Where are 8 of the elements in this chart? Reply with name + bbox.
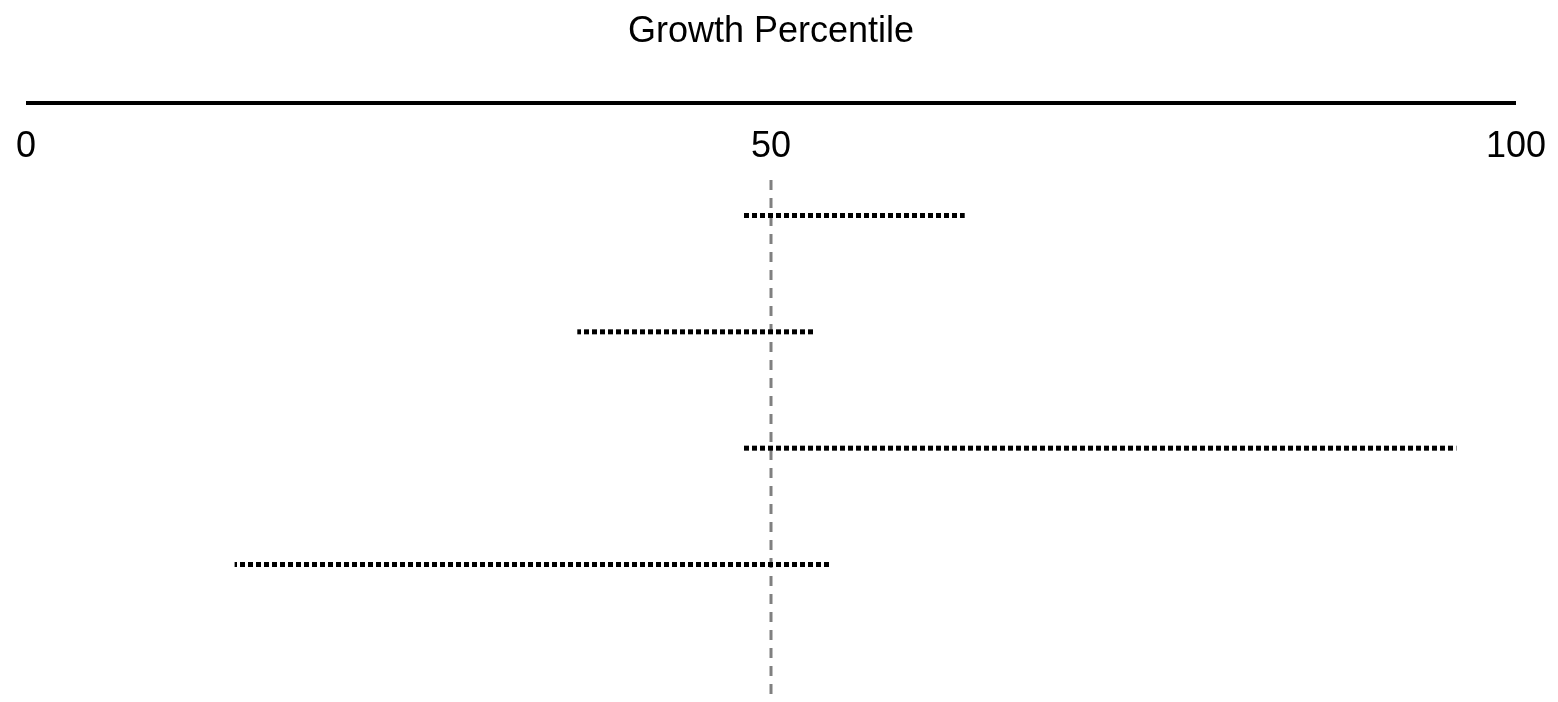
x-tick-label: 50 [750, 124, 792, 165]
bar [741, 445, 1457, 451]
chart-title: Growth Percentile [627, 9, 915, 50]
x-tick-label: 0 [15, 124, 37, 165]
bar [741, 213, 965, 218]
bar [577, 329, 816, 335]
x-tick-label: 100 [1485, 124, 1547, 165]
bar [234, 562, 831, 567]
